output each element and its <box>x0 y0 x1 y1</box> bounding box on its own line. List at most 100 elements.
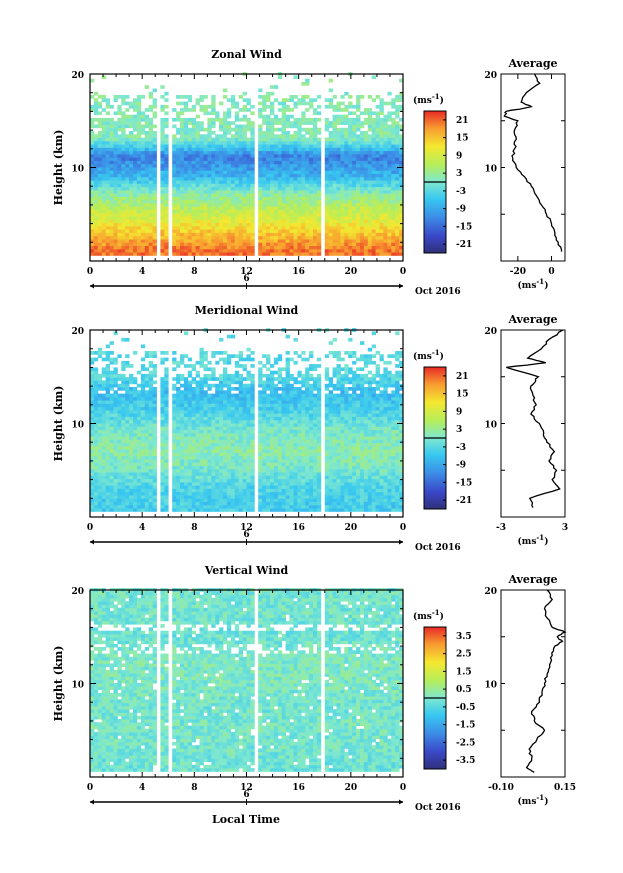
colorbar-unit-close: ) <box>440 611 444 622</box>
average-title: Average <box>507 57 557 70</box>
colorbar-tick-label: -3 <box>456 187 466 197</box>
heatmap <box>90 588 404 772</box>
average-x-label-exponent: -1 <box>536 277 544 286</box>
x-tick-label: 0 <box>87 267 93 277</box>
colorbar-tick-label: 15 <box>456 390 469 400</box>
x-tick-label: 0 <box>400 523 406 533</box>
average-x-tick-label: 3 <box>562 523 568 533</box>
x-tick-label: 4 <box>139 523 145 533</box>
panel-2: Meridional Wind 0 4 8 12 16 20 0 10 20 Height (km)… <box>52 304 568 553</box>
colorbar-tick-label: 9 <box>456 151 462 161</box>
heatmap <box>90 72 404 256</box>
average-x-label-close: ) <box>544 280 548 291</box>
average-y-tick-label: 20 <box>484 587 497 597</box>
average-title: Average <box>507 313 557 326</box>
colorbar-unit: (ms-1) <box>413 92 444 106</box>
colorbar-tick-label: 0.5 <box>456 685 472 695</box>
colorbar-tick-label: -9 <box>456 461 466 471</box>
average-x-label-close: ) <box>544 796 548 807</box>
average-frame <box>500 329 566 518</box>
y-tick-label: 20 <box>71 587 84 597</box>
colorbar-tick-label: 21 <box>456 116 469 126</box>
colorbar-unit-close: ) <box>440 95 444 106</box>
colorbar-tick-label: -9 <box>456 205 466 215</box>
x-tick-label: 4 <box>139 267 145 277</box>
colorbar-tick-label: -1.5 <box>456 721 475 731</box>
average-profile-line <box>506 329 564 508</box>
average-x-label-close: ) <box>544 536 548 547</box>
x-tick-label: 4 <box>139 783 145 793</box>
colorbar-tick-label: 3 <box>456 169 462 179</box>
x-tick-label: 16 <box>292 267 305 277</box>
x-tick-label: 20 <box>345 523 358 533</box>
average-y-tick-label: 10 <box>484 681 497 691</box>
x-tick-label: 16 <box>292 523 305 533</box>
date-label: Oct 2016 <box>415 803 461 813</box>
x-axis-label: Local Time <box>212 813 280 826</box>
average-profile-line <box>503 73 563 252</box>
average-profile-line <box>525 589 567 773</box>
average-y-tick-label: 10 <box>484 421 497 431</box>
colorbar-unit-exponent: -1 <box>432 608 440 617</box>
colorbar-tick-label: 3 <box>456 425 462 435</box>
x-tick-label: 8 <box>191 523 197 533</box>
y-axis-label: Height (km) <box>52 646 65 722</box>
average-y-tick-label: 10 <box>484 165 497 175</box>
panel-1: Zonal Wind 0 4 8 12 16 20 0 10 20 Height (km) 6 Oct … <box>52 48 566 297</box>
average-x-label: (ms-1) <box>518 277 549 291</box>
colorbar-tick-label: -3 <box>456 443 466 453</box>
date-marker: 6 <box>243 274 249 284</box>
colorbar-unit: (ms-1) <box>413 608 444 622</box>
colorbar-tick-label: -2.5 <box>456 738 475 748</box>
date-line-arrow-right <box>399 283 403 289</box>
colorbar-unit: (ms-1) <box>413 348 444 362</box>
x-tick-label: 20 <box>345 783 358 793</box>
colorbar-unit-close: ) <box>440 351 444 362</box>
x-tick-label: 0 <box>400 783 406 793</box>
x-tick-label: 8 <box>191 783 197 793</box>
panel-title: Meridional Wind <box>195 304 299 317</box>
panel-title: Zonal Wind <box>211 48 282 61</box>
average-x-label: (ms-1) <box>518 793 549 807</box>
colorbar-tick-label: -21 <box>456 240 472 250</box>
x-tick-label: 0 <box>87 783 93 793</box>
average-title: Average <box>507 573 557 586</box>
y-axis-label: Height (km) <box>52 130 65 206</box>
x-tick-label: 12 <box>240 523 253 533</box>
colorbar-tick-label: -0.5 <box>456 703 475 713</box>
date-label: Oct 2016 <box>415 287 461 297</box>
x-tick-label: 8 <box>191 267 197 277</box>
y-axis-label: Height (km) <box>52 386 65 462</box>
average-x-tick-label: -20 <box>510 267 526 277</box>
x-tick-label: 20 <box>345 267 358 277</box>
colorbar-tick-label: -3.5 <box>456 756 475 766</box>
panel-title: Vertical Wind <box>204 564 289 577</box>
average-x-tick-label: 0 <box>548 267 554 277</box>
heatmap <box>90 328 404 512</box>
average-y-tick-label: 20 <box>484 71 497 81</box>
y-tick-label: 10 <box>71 681 84 691</box>
colorbar-unit-exponent: -1 <box>432 92 440 101</box>
date-marker: 6 <box>243 530 249 540</box>
colorbar-tick-label: 9 <box>456 407 462 417</box>
average-x-tick-label: 0.15 <box>554 783 576 793</box>
colorbar-tick-label: 15 <box>456 134 469 144</box>
colorbar-tick-label: -15 <box>456 478 472 488</box>
average-x-tick-label: -0.10 <box>488 783 514 793</box>
y-tick-label: 10 <box>71 165 84 175</box>
date-line-arrow-left <box>90 539 94 545</box>
date-line-arrow-left <box>90 283 94 289</box>
colorbar-tick-label: 1.5 <box>456 667 472 677</box>
date-line-arrow-right <box>399 539 403 545</box>
y-tick-label: 10 <box>71 421 84 431</box>
x-tick-label: 12 <box>240 267 253 277</box>
average-x-label-exponent: -1 <box>536 793 544 802</box>
average-x-tick-label: -3 <box>496 523 506 533</box>
x-tick-label: 0 <box>400 267 406 277</box>
date-marker: 6 <box>243 790 249 800</box>
x-tick-label: 0 <box>87 523 93 533</box>
date-line-arrow-left <box>90 799 94 805</box>
colorbar-tick-label: 3.5 <box>456 632 472 642</box>
average-x-label: (ms-1) <box>518 533 549 547</box>
